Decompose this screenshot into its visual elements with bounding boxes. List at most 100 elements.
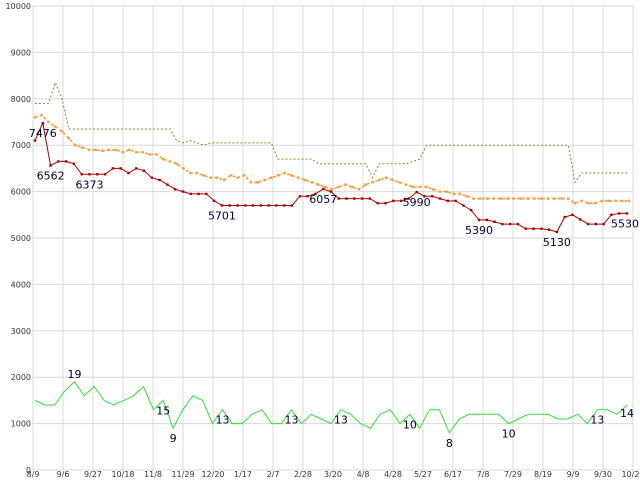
point-price (244, 204, 247, 207)
point-price (454, 199, 457, 203)
data-label: 5390 (465, 224, 493, 237)
point-average (337, 185, 340, 189)
point-price (236, 204, 239, 207)
point-price (33, 139, 37, 142)
x-tick-label: 5/27 (414, 470, 432, 479)
point-average (317, 183, 320, 186)
point-price (80, 173, 83, 176)
point-price (64, 160, 68, 163)
point-average (101, 149, 104, 152)
point-price (508, 222, 512, 226)
point-average (425, 185, 428, 189)
point-average (607, 199, 610, 203)
point-price (423, 195, 426, 198)
point-price (462, 204, 465, 207)
point-price (212, 199, 216, 203)
point-price (485, 218, 488, 222)
point-price (329, 190, 333, 193)
point-price (493, 220, 496, 223)
series-volume (34, 381, 628, 434)
point-average (256, 181, 259, 184)
point-average (614, 199, 617, 203)
y-tick-label: 6000 (11, 188, 31, 197)
y-tick-label: 9000 (11, 48, 31, 57)
point-price (259, 204, 263, 207)
series-price (33, 121, 629, 234)
series-average (33, 113, 631, 205)
point-average (47, 120, 50, 124)
point-price (470, 208, 473, 212)
point-average (67, 137, 70, 140)
series-line-volume (34, 381, 628, 434)
x-tick-label: 1/17 (234, 470, 252, 479)
point-average (175, 162, 178, 165)
point-average (580, 199, 583, 203)
point-average (108, 148, 111, 152)
x-tick-label: 2/7 (267, 470, 280, 479)
point-price (283, 204, 286, 207)
data-label: 19 (67, 368, 81, 381)
point-price (384, 202, 387, 205)
data-labels: 7476 6562 6373 5701 6057 5990 5390 5130 5530 19 15… (29, 127, 639, 450)
point-average (405, 183, 408, 186)
point-price (197, 192, 200, 196)
point-average (148, 153, 151, 156)
point-price (610, 213, 613, 216)
point-price (579, 218, 582, 221)
point-average (371, 181, 374, 184)
data-label: 10 (502, 428, 516, 441)
x-tick-label: 9/9 (567, 470, 580, 479)
point-average (33, 116, 37, 119)
data-label: 5130 (543, 236, 571, 249)
point-price (181, 190, 185, 193)
point-price (353, 197, 356, 200)
point-price (135, 167, 138, 170)
x-tick-label: 4/28 (384, 470, 402, 479)
point-average (222, 178, 226, 182)
point-price (501, 222, 504, 226)
data-label: 13 (215, 414, 229, 427)
point-price (290, 204, 294, 207)
x-tick-label: 4/8 (357, 470, 370, 479)
point-average (243, 174, 246, 177)
point-average (330, 188, 334, 191)
point-price (306, 195, 309, 198)
point-price (376, 202, 379, 205)
point-price (337, 197, 340, 200)
data-label: 13 (334, 414, 348, 427)
data-label: 6373 (76, 178, 104, 191)
point-average (155, 153, 158, 156)
point-price (407, 197, 411, 200)
point-average (384, 176, 388, 179)
point-average (398, 181, 401, 184)
point-price (228, 204, 231, 207)
point-average (411, 185, 415, 189)
point-average (135, 150, 138, 154)
point-price (314, 192, 317, 196)
point-average (276, 174, 280, 177)
x-tick-label: 10/21 (621, 470, 640, 479)
point-price (322, 187, 325, 191)
point-average (492, 197, 496, 200)
x-tick-label: 9/27 (84, 470, 102, 479)
y-axis: 0 1000 2000 3000 4000 5000 6000 7000 8000 9000 100… (6, 2, 31, 475)
point-price (49, 164, 52, 167)
point-average (351, 185, 354, 189)
point-price (625, 212, 629, 215)
x-tick-label: 9/30 (594, 470, 612, 479)
point-average (553, 197, 556, 200)
point-average (519, 197, 523, 200)
point-average (236, 176, 239, 179)
point-price (438, 197, 442, 200)
point-average (229, 174, 232, 177)
data-label: 9 (170, 432, 177, 445)
point-price (360, 197, 364, 200)
point-average (270, 176, 273, 179)
point-average (87, 148, 91, 152)
point-price (111, 167, 115, 170)
x-tick-label: 8/19 (534, 470, 552, 479)
point-average (486, 197, 489, 200)
point-price (119, 167, 122, 170)
point-price (477, 218, 481, 222)
point-price (251, 204, 255, 207)
